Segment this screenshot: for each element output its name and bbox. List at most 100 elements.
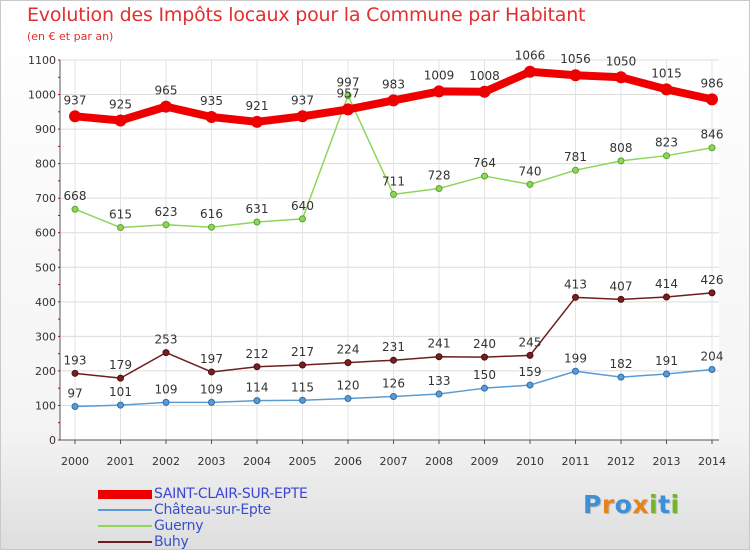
legend-swatch <box>98 490 152 499</box>
data-label-buhy: 224 <box>337 343 360 357</box>
series-buhy <box>71 289 716 382</box>
data-label-saint-clair-sur-epte: 1050 <box>606 54 637 68</box>
data-point-guerny <box>208 223 215 231</box>
data-point-guerny <box>117 224 124 232</box>
data-label-chateau-sur-epte: 97 <box>67 386 82 400</box>
data-label-buhy: 193 <box>64 353 87 367</box>
data-point-guerny <box>162 221 170 229</box>
data-point-chateau-sur-epte <box>299 396 306 404</box>
data-point-buhy <box>117 374 124 382</box>
data-label-chateau-sur-epte: 120 <box>337 379 360 393</box>
logo-letter: i <box>649 490 659 519</box>
legend-label: Château-sur-Epte <box>154 502 271 518</box>
data-point-buhy <box>344 359 352 367</box>
data-point-saint-clair-sur-epte <box>706 93 718 106</box>
data-label-guerny: 623 <box>155 205 178 219</box>
y-tick-label: 800 <box>35 158 56 171</box>
y-tick-label: 300 <box>35 330 56 343</box>
x-tick-label: 2010 <box>516 455 544 468</box>
logo-letter: r <box>601 490 615 519</box>
data-point-saint-clair-sur-epte <box>387 94 400 107</box>
data-point-chateau-sur-epte <box>435 390 443 398</box>
y-tick-label: 1000 <box>28 89 56 102</box>
legend-swatch <box>98 525 152 527</box>
legend-swatch <box>98 509 152 511</box>
data-label-buhy: 413 <box>564 277 587 291</box>
data-label-saint-clair-sur-epte: 1066 <box>515 49 546 63</box>
data-point-saint-clair-sur-epte <box>615 71 627 84</box>
data-label-chateau-sur-epte: 133 <box>428 374 451 388</box>
legend-swatch <box>98 541 152 543</box>
data-label-buhy: 231 <box>382 340 405 354</box>
logo-letter: i <box>670 490 680 519</box>
data-label-saint-clair-sur-epte: 937 <box>64 93 87 107</box>
data-point-saint-clair-sur-epte <box>660 83 673 96</box>
data-point-chateau-sur-epte <box>663 370 670 378</box>
data-point-chateau-sur-epte <box>344 395 352 403</box>
data-label-chateau-sur-epte: 109 <box>155 382 178 396</box>
data-label-saint-clair-sur-epte: 921 <box>246 99 269 113</box>
logo-letter: o <box>614 490 633 519</box>
logo-letter: t <box>658 490 671 519</box>
data-label-saint-clair-sur-epte: 986 <box>701 76 724 90</box>
x-tick-label: 2002 <box>152 455 180 468</box>
data-label-buhy: 212 <box>246 347 269 361</box>
data-point-saint-clair-sur-epte <box>569 69 582 82</box>
data-point-buhy <box>708 289 716 297</box>
data-label-guerny: 711 <box>382 174 405 188</box>
data-point-chateau-sur-epte <box>617 373 625 381</box>
data-label-guerny: 631 <box>246 202 269 216</box>
y-tick-label: 500 <box>35 261 56 274</box>
data-point-saint-clair-sur-epte <box>114 114 127 127</box>
data-label-buhy: 179 <box>109 358 132 372</box>
data-point-saint-clair-sur-epte <box>524 65 536 78</box>
data-label-guerny: 997 <box>337 76 360 90</box>
data-label-buhy: 414 <box>655 277 678 291</box>
data-label-guerny: 616 <box>200 207 223 221</box>
chart-title: Evolution des Impôts locaux pour la Comm… <box>27 4 586 26</box>
x-tick-label: 2000 <box>61 455 89 468</box>
data-label-guerny: 764 <box>473 156 496 170</box>
data-point-saint-clair-sur-epte <box>251 115 263 128</box>
data-label-guerny: 781 <box>564 150 587 164</box>
data-point-guerny <box>299 215 306 223</box>
y-tick-label: 1100 <box>28 54 56 67</box>
y-tick-label: 100 <box>35 399 56 412</box>
data-point-guerny <box>617 157 625 165</box>
data-point-saint-clair-sur-epte <box>69 110 81 123</box>
x-tick-label: 2005 <box>289 455 317 468</box>
data-point-saint-clair-sur-epte <box>205 111 218 123</box>
plot-area <box>60 60 719 440</box>
legend-label: SAINT-CLAIR-SUR-EPTE <box>154 486 308 502</box>
data-label-chateau-sur-epte: 182 <box>610 357 633 371</box>
data-point-guerny <box>663 152 670 160</box>
data-label-chateau-sur-epte: 199 <box>564 351 587 365</box>
data-point-buhy <box>71 369 79 377</box>
data-point-chateau-sur-epte <box>526 381 534 389</box>
y-axis-ticks: 0 100 200 300 400 500 600 700 800 900 1000 1100 <box>28 54 60 447</box>
data-point-guerny <box>572 166 579 174</box>
data-point-guerny <box>390 190 397 198</box>
data-label-chateau-sur-epte: 126 <box>382 376 405 390</box>
data-label-saint-clair-sur-epte: 925 <box>109 97 132 111</box>
data-point-buhy <box>663 293 670 301</box>
proxiti-logo: Proxiti <box>583 490 680 519</box>
y-tick-label: 600 <box>35 227 56 240</box>
y-tick-label: 700 <box>35 192 56 205</box>
data-label-saint-clair-sur-epte: 937 <box>291 93 314 107</box>
data-label-saint-clair-sur-epte: 983 <box>382 77 405 91</box>
y-tick-label: 900 <box>35 123 56 136</box>
data-label-chateau-sur-epte: 114 <box>246 381 269 395</box>
x-tick-label: 2008 <box>425 455 453 468</box>
data-point-chateau-sur-epte <box>572 367 579 375</box>
data-label-saint-clair-sur-epte: 1015 <box>651 66 682 80</box>
data-label-guerny: 728 <box>428 169 451 183</box>
data-point-chateau-sur-epte <box>208 398 215 406</box>
data-point-chateau-sur-epte <box>390 392 397 400</box>
data-label-chateau-sur-epte: 109 <box>200 382 223 396</box>
data-point-saint-clair-sur-epte <box>433 85 445 98</box>
data-point-guerny <box>708 144 716 152</box>
logo-letter: P <box>583 490 602 519</box>
data-label-guerny: 846 <box>701 128 724 142</box>
